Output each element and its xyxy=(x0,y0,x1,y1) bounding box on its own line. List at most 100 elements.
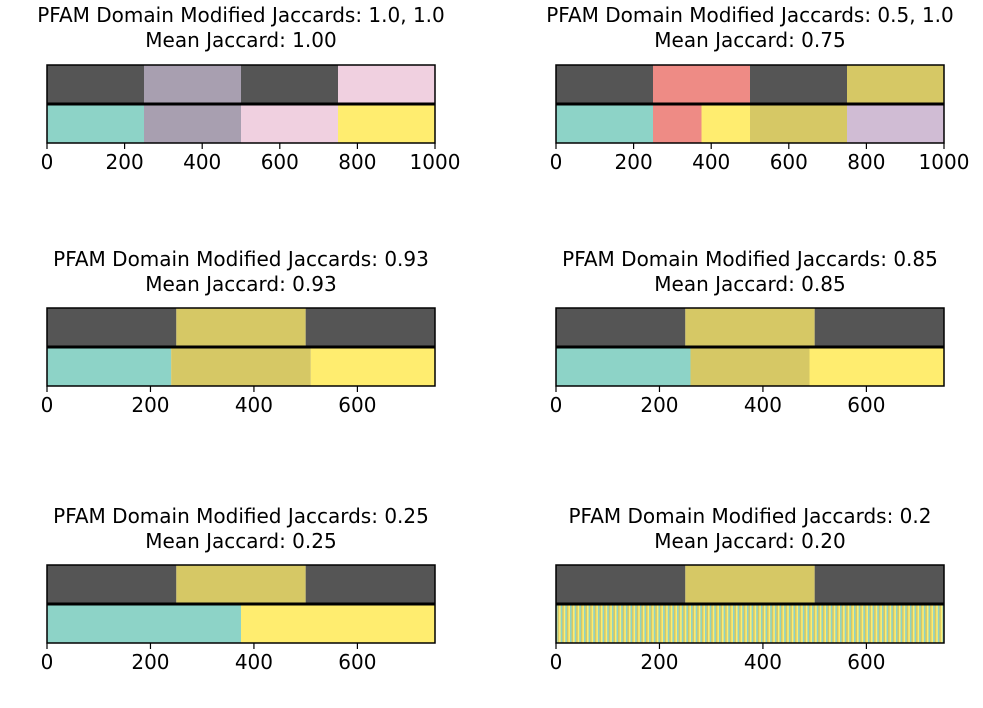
domain-stripe xyxy=(573,605,575,643)
x-tick-label: 0 xyxy=(550,393,563,417)
domain-stripe xyxy=(569,605,572,643)
domain-stripe xyxy=(734,605,737,643)
chart-panel: PFAM Domain Modified Jaccards: 0.93Mean … xyxy=(41,247,436,417)
domain-bar xyxy=(241,605,435,643)
x-tick-label: 0 xyxy=(41,650,54,674)
domain-stripe xyxy=(593,605,596,643)
domain-stripe xyxy=(588,605,591,643)
domain-bar xyxy=(814,565,944,603)
x-tick-label: 800 xyxy=(338,150,376,174)
domain-stripe xyxy=(641,605,644,643)
chart-subtitle: Mean Jaccard: 0.93 xyxy=(145,272,336,296)
domain-stripe xyxy=(611,605,614,643)
domain-bar xyxy=(685,308,815,346)
domain-stripe xyxy=(815,605,818,643)
domain-stripe xyxy=(784,605,786,643)
x-tick-label: 600 xyxy=(261,150,299,174)
domain-bar xyxy=(847,65,944,103)
chart-title: PFAM Domain Modified Jaccards: 0.2 xyxy=(569,504,932,528)
domain-stripe xyxy=(790,605,793,643)
domain-stripe xyxy=(788,605,791,643)
domain-stripe xyxy=(692,605,695,643)
domain-stripe xyxy=(652,605,655,643)
domain-bar xyxy=(171,348,311,386)
domain-stripe xyxy=(583,605,586,643)
domain-stripe xyxy=(608,605,611,643)
domain-bar xyxy=(690,348,810,386)
chart-subtitle: Mean Jaccard: 0.25 xyxy=(145,529,336,553)
domain-bar xyxy=(814,308,944,346)
x-tick-label: 400 xyxy=(183,150,221,174)
domain-stripe xyxy=(718,605,721,643)
domain-stripe xyxy=(919,605,922,643)
domain-stripe xyxy=(594,605,597,643)
domain-stripe xyxy=(760,605,763,643)
domain-stripe xyxy=(838,605,841,643)
domain-stripe xyxy=(833,605,836,643)
domain-stripe xyxy=(888,605,890,643)
domain-stripe xyxy=(743,605,746,643)
domain-stripe xyxy=(677,605,679,643)
domain-stripe xyxy=(808,605,811,643)
domain-stripe xyxy=(796,605,799,643)
domain-bar xyxy=(338,105,435,143)
domain-stripe xyxy=(639,605,642,643)
chart-title: PFAM Domain Modified Jaccards: 0.5, 1.0 xyxy=(546,3,954,27)
domain-stripe xyxy=(720,605,723,643)
domain-stripe xyxy=(912,605,915,643)
domain-stripe xyxy=(818,605,821,643)
domain-stripe xyxy=(791,605,794,643)
domain-stripe xyxy=(827,605,830,643)
domain-stripe xyxy=(897,605,900,643)
x-tick-label: 0 xyxy=(550,150,563,174)
domain-stripe xyxy=(601,605,603,643)
domain-stripe xyxy=(739,605,741,643)
domain-stripe xyxy=(563,605,566,643)
x-tick-label: 200 xyxy=(106,150,144,174)
x-tick-label: 200 xyxy=(615,150,653,174)
domain-stripe xyxy=(906,605,909,643)
domain-stripe xyxy=(732,605,735,643)
domain-stripe xyxy=(604,605,606,643)
domain-stripe xyxy=(678,605,681,643)
domain-stripe xyxy=(877,605,880,643)
x-tick-label: 400 xyxy=(744,650,782,674)
domain-stripe xyxy=(621,605,624,643)
domain-stripe xyxy=(649,605,651,643)
domain-stripe xyxy=(742,605,745,643)
domain-stripe xyxy=(878,605,881,643)
domain-stripe xyxy=(659,605,662,643)
domain-stripe xyxy=(940,605,943,643)
domain-bar xyxy=(556,565,686,603)
domain-bar xyxy=(241,65,338,103)
domain-stripe xyxy=(822,605,825,643)
domain-bar xyxy=(556,348,691,386)
domain-stripe xyxy=(861,605,864,643)
domain-stripe xyxy=(846,605,849,643)
domain-stripe xyxy=(642,605,645,643)
domain-stripe xyxy=(650,605,653,643)
domain-stripe xyxy=(599,605,602,643)
domain-stripe xyxy=(580,605,583,643)
domain-stripe xyxy=(781,605,783,643)
domain-stripe xyxy=(885,605,887,643)
domain-stripe xyxy=(914,605,917,643)
domain-bar xyxy=(653,105,702,143)
domain-stripe xyxy=(799,605,802,643)
domain-stripe xyxy=(669,605,672,643)
domain-stripe xyxy=(680,605,683,643)
domain-stripe xyxy=(596,605,599,643)
domain-stripe xyxy=(805,605,808,643)
domain-stripe xyxy=(616,605,619,643)
domain-stripe xyxy=(577,605,580,643)
domain-stripe xyxy=(670,605,673,643)
domain-stripe xyxy=(883,605,886,643)
domain-stripe xyxy=(565,605,568,643)
x-tick-label: 800 xyxy=(847,150,885,174)
domain-stripe xyxy=(628,605,631,643)
domain-stripe xyxy=(723,605,726,643)
x-tick-label: 200 xyxy=(640,393,678,417)
domain-stripe xyxy=(871,605,873,643)
domain-stripe xyxy=(860,605,863,643)
